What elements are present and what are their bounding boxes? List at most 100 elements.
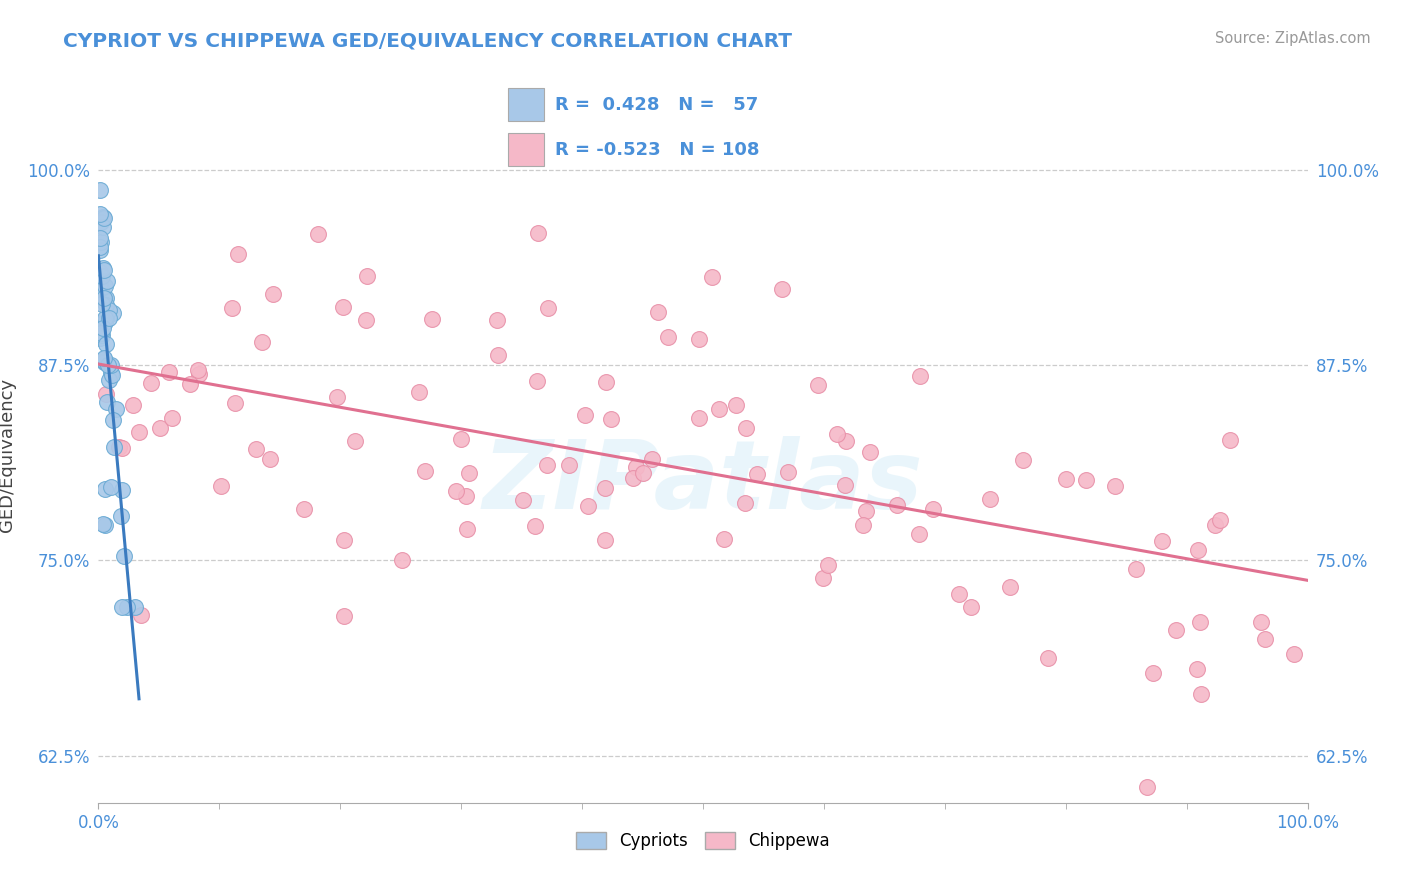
Text: CYPRIOT VS CHIPPEWA GED/EQUIVALENCY CORRELATION CHART: CYPRIOT VS CHIPPEWA GED/EQUIVALENCY CORR…: [63, 31, 792, 50]
Point: [103, 440, 125, 454]
Point: [90, 281, 112, 295]
Point: [221, 301, 243, 315]
Point: [141, 376, 163, 390]
Point: [817, 558, 839, 572]
Point: [93, 311, 115, 326]
Legend: Cypriots, Chippewa: Cypriots, Chippewa: [569, 826, 837, 857]
Point: [90, 214, 112, 228]
Point: [1188, 615, 1211, 630]
Point: [574, 409, 596, 423]
Point: [621, 471, 644, 485]
Point: [512, 492, 534, 507]
Point: [209, 479, 232, 493]
Point: [89, 265, 111, 279]
Point: [1150, 534, 1173, 549]
Point: [647, 305, 669, 319]
Point: [558, 458, 581, 473]
Point: [128, 425, 150, 439]
Point: [90, 297, 112, 311]
Text: R =  0.428   N =   57: R = 0.428 N = 57: [555, 95, 759, 113]
Point: [111, 441, 134, 455]
Point: [326, 390, 349, 404]
Point: [89, 331, 111, 345]
Point: [1104, 479, 1126, 493]
Point: [1054, 472, 1077, 486]
Text: ZIPatlas: ZIPatlas: [482, 436, 924, 529]
Point: [90, 326, 112, 340]
Point: [89, 206, 111, 220]
Point: [807, 377, 830, 392]
Point: [101, 305, 124, 319]
Point: [855, 503, 877, 517]
Point: [292, 501, 315, 516]
Point: [776, 465, 799, 479]
Point: [93, 263, 115, 277]
Text: Source: ZipAtlas.com: Source: ZipAtlas.com: [1215, 31, 1371, 46]
Point: [93, 291, 115, 305]
Point: [948, 587, 970, 601]
Point: [96, 394, 118, 409]
Point: [745, 467, 768, 482]
Point: [94, 315, 117, 329]
Point: [98, 373, 121, 387]
Point: [93, 354, 115, 368]
Text: R = -0.523   N = 108: R = -0.523 N = 108: [555, 141, 759, 159]
Point: [1219, 434, 1241, 448]
Point: [96, 387, 118, 401]
Point: [657, 330, 679, 344]
Point: [886, 499, 908, 513]
Point: [100, 366, 122, 380]
Point: [486, 348, 509, 362]
Point: [859, 444, 882, 458]
Point: [827, 426, 849, 441]
Point: [408, 385, 430, 400]
Point: [834, 478, 856, 492]
Point: [91, 516, 114, 531]
Point: [770, 282, 793, 296]
Point: [259, 451, 281, 466]
Point: [93, 351, 115, 366]
Point: [90, 235, 112, 250]
Point: [91, 220, 114, 235]
Point: [524, 519, 547, 533]
Point: [91, 260, 114, 275]
Point: [631, 466, 654, 480]
Point: [94, 291, 117, 305]
Point: [124, 600, 146, 615]
Point: [111, 483, 134, 498]
Point: [179, 377, 201, 392]
FancyBboxPatch shape: [508, 88, 544, 121]
Point: [979, 491, 1001, 506]
Point: [96, 274, 118, 288]
Point: [444, 483, 467, 498]
Point: [94, 482, 117, 496]
Point: [835, 434, 858, 449]
Point: [593, 481, 616, 495]
Point: [1208, 513, 1230, 527]
Point: [307, 227, 329, 241]
Point: [527, 226, 550, 240]
Point: [1282, 647, 1305, 661]
Point: [456, 489, 478, 503]
Point: [1250, 615, 1272, 629]
Point: [1187, 543, 1209, 558]
Point: [245, 442, 267, 456]
Point: [456, 522, 478, 536]
Point: [354, 313, 377, 327]
Point: [333, 533, 356, 547]
Point: [486, 313, 509, 327]
Point: [89, 243, 111, 257]
Point: [111, 600, 134, 615]
FancyBboxPatch shape: [508, 133, 544, 166]
Point: [93, 211, 115, 226]
Point: [922, 502, 945, 516]
Y-axis label: GED/Equivalency: GED/Equivalency: [0, 378, 15, 532]
Point: [1036, 651, 1059, 665]
Point: [187, 363, 209, 377]
Point: [149, 421, 172, 435]
Point: [526, 374, 548, 388]
Point: [344, 434, 367, 449]
Point: [89, 230, 111, 244]
Point: [734, 496, 756, 510]
Point: [450, 432, 472, 446]
